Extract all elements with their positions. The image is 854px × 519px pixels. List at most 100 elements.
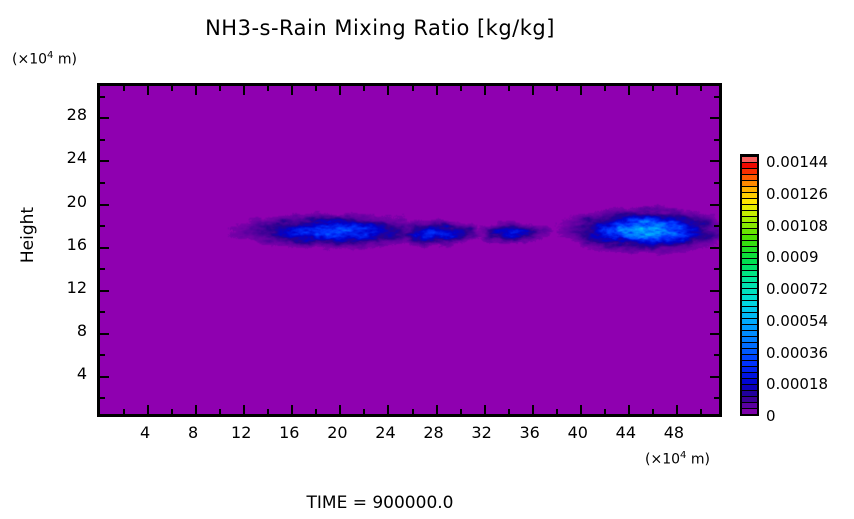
y-tick-right-minor — [714, 181, 719, 184]
x-tick-minor — [651, 409, 654, 414]
y-tick-major — [100, 203, 109, 206]
x-tick-top-major — [435, 86, 438, 95]
colorbar-band — [742, 217, 757, 222]
colorbar-tick-label: 0.00108 — [766, 216, 829, 235]
y-tick-label: 12 — [66, 277, 87, 297]
x-tick-major — [195, 405, 198, 414]
colorbar-tick-label: 0.00036 — [766, 343, 829, 362]
x-tick-minor — [123, 409, 126, 414]
y-tick-right-minor — [714, 268, 719, 271]
colorbar-band — [742, 259, 757, 264]
x-tick-top-major — [627, 86, 630, 95]
y-tick-label: 16 — [66, 234, 87, 254]
y-tick-major — [100, 332, 109, 335]
y-tick-right-major — [710, 203, 719, 206]
y-tick-minor — [100, 397, 105, 400]
colorbar-band — [742, 355, 757, 360]
colorbar-band — [742, 181, 757, 186]
x-tick-top-major — [579, 86, 582, 95]
colorbar-tick-label: 0.00018 — [766, 375, 829, 394]
colorbar-band — [742, 319, 757, 324]
colorbar-band — [742, 211, 757, 216]
x-tick-major — [483, 405, 486, 414]
y-tick-right-major — [710, 246, 719, 249]
y-tick-major — [100, 117, 109, 120]
x-tick-minor — [411, 409, 414, 414]
y-tick-right-minor — [714, 225, 719, 228]
x-tick-top-minor — [171, 86, 174, 91]
x-tick-top-minor — [123, 86, 126, 91]
x-tick-major — [627, 405, 630, 414]
colorbar-band — [742, 385, 757, 390]
y-tick-major — [100, 375, 109, 378]
colorbar-band — [742, 169, 757, 174]
time-annotation: TIME = 900000.0 — [306, 493, 454, 513]
y-tick-minor — [100, 354, 105, 357]
colorbar-band — [742, 193, 757, 198]
x-tick-label: 4 — [139, 423, 151, 442]
colorbar-tick-label: 0.00144 — [766, 153, 829, 171]
x-tick-minor — [507, 409, 510, 414]
x-tick-top-minor — [315, 86, 318, 91]
x-tick-minor — [219, 409, 222, 414]
x-tick-major — [339, 405, 342, 414]
colorbar-band — [742, 265, 757, 270]
x-tick-major — [147, 405, 150, 414]
y-tick-right-minor — [714, 95, 719, 98]
x-tick-label: 40 — [567, 423, 588, 442]
x-tick-minor — [315, 409, 318, 414]
x-tick-label: 48 — [663, 423, 685, 442]
x-tick-top-major — [531, 86, 534, 95]
y-tick-label: 8 — [76, 320, 87, 340]
colorbar-band — [742, 271, 757, 276]
y-tick-right-major — [710, 375, 719, 378]
x-tick-top-major — [147, 86, 150, 95]
x-tick-top-minor — [363, 86, 366, 91]
x-tick-major — [243, 405, 246, 414]
colorbar-band — [742, 157, 757, 162]
x-tick-minor — [267, 409, 270, 414]
colorbar-band — [742, 289, 757, 294]
colorbar-band — [742, 235, 757, 240]
y-tick-minor — [100, 95, 105, 98]
colorbar-band — [742, 163, 757, 168]
colorbar-band — [742, 205, 757, 210]
x-tick-major — [435, 405, 438, 414]
x-tick-top-minor — [459, 86, 462, 91]
x-tick-top-major — [291, 86, 294, 95]
colorbar-band — [742, 367, 757, 372]
colorbar-band — [742, 409, 757, 414]
x-tick-top-major — [243, 86, 246, 95]
colorbar-band — [742, 391, 757, 396]
x-tick-label: 32 — [471, 423, 492, 442]
y-axis-unit-label: (×104 m) — [12, 50, 77, 68]
x-tick-top-minor — [651, 86, 654, 91]
y-tick-label: 20 — [66, 191, 87, 211]
x-tick-label: 44 — [615, 423, 637, 442]
colorbar-band — [742, 397, 757, 402]
y-tick-right-minor — [714, 311, 719, 314]
colorbar-band — [742, 229, 757, 234]
x-tick-major — [531, 405, 534, 414]
y-tick-minor — [100, 268, 105, 271]
colorbar-band — [742, 313, 757, 318]
y-tick-right-minor — [714, 354, 719, 357]
y-tick-label: 24 — [66, 148, 87, 168]
colorbar-band — [742, 373, 757, 378]
x-tick-top-minor — [603, 86, 606, 91]
x-tick-top-major — [387, 86, 390, 95]
x-tick-minor — [171, 409, 174, 414]
colorbar-band — [742, 247, 757, 252]
x-tick-top-major — [675, 86, 678, 95]
y-tick-minor — [100, 311, 105, 314]
y-tick-label: 28 — [66, 105, 87, 125]
colorbar-band — [742, 199, 757, 204]
x-tick-minor — [699, 409, 702, 414]
x-axis-unit-label: (×104 m) — [645, 450, 710, 468]
page-title: NH3-s-Rain Mixing Ratio [kg/kg] — [205, 16, 555, 40]
x-tick-label: 16 — [279, 423, 300, 442]
x-tick-minor — [603, 409, 606, 414]
x-tick-label: 8 — [188, 423, 199, 442]
y-tick-major — [100, 160, 109, 163]
